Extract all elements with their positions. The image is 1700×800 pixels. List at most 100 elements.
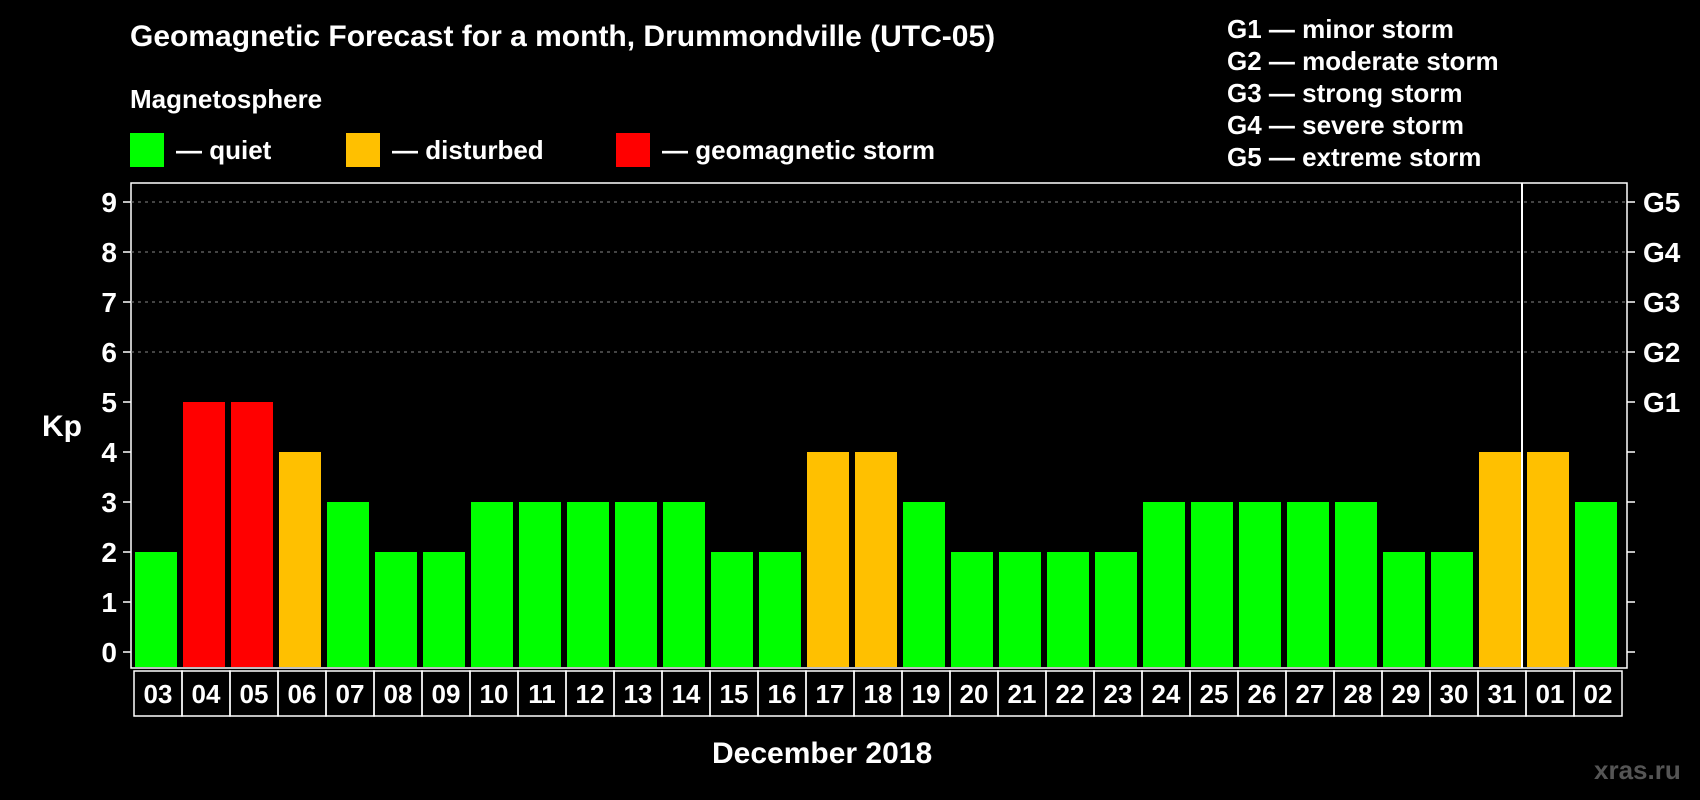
legend-disturbed-swatch: [346, 133, 380, 167]
bar-18: [855, 452, 897, 667]
right-tick-label-g3: G3: [1643, 287, 1680, 318]
x-tick-box-24: [1141, 670, 1191, 717]
legend-quiet-swatch: [130, 133, 164, 167]
x-tick-label-24: 24: [1152, 679, 1181, 709]
legend-storm-swatch: [616, 133, 650, 167]
bar-22: [1047, 552, 1089, 667]
bar-26: [1239, 502, 1281, 667]
x-tick-label-08: 08: [384, 679, 413, 709]
x-tick-box-22: [1045, 670, 1095, 717]
x-tick-label-04: 04: [192, 679, 221, 709]
x-tick-label-07: 07: [336, 679, 365, 709]
bar-09: [423, 552, 465, 667]
right-tick-label-g5: G5: [1643, 187, 1680, 218]
y-tick-label-1: 1: [101, 587, 117, 618]
x-tick-box-17: [805, 670, 855, 717]
x-tick-box-26: [1237, 670, 1287, 717]
x-tick-box-20: [949, 670, 999, 717]
x-tick-box-01: [1525, 670, 1575, 717]
bar-08: [375, 552, 417, 667]
y-tick-label-3: 3: [101, 487, 117, 518]
bar-29: [1383, 552, 1425, 667]
x-tick-box-08: [373, 670, 423, 717]
x-tick-box-02: [1573, 670, 1623, 717]
bar-25: [1191, 502, 1233, 667]
bar-07: [327, 502, 369, 667]
legend-quiet: — quiet: [130, 133, 271, 167]
bar-11: [519, 502, 561, 667]
chart-title: Geomagnetic Forecast for a month, Drummo…: [130, 20, 996, 53]
x-tick-box-05: [229, 670, 279, 717]
x-tick-label-10: 10: [480, 679, 509, 709]
legend-disturbed: — disturbed: [346, 133, 544, 167]
storm-level-g4: G4 — severe storm: [1227, 110, 1465, 140]
storm-level-g1: G1 — minor storm: [1227, 14, 1454, 44]
x-tick-box-09: [421, 670, 471, 717]
x-tick-label-25: 25: [1200, 679, 1229, 709]
legend-disturbed-label: — disturbed: [392, 134, 544, 165]
bar-01: [1527, 452, 1569, 667]
bar-28: [1335, 502, 1377, 667]
bar-16: [759, 552, 801, 667]
x-tick-label-20: 20: [960, 679, 989, 709]
x-tick-label-21: 21: [1008, 679, 1037, 709]
x-tick-label-12: 12: [576, 679, 605, 709]
x-tick-label-01: 01: [1536, 679, 1565, 709]
x-tick-label-05: 05: [240, 679, 269, 709]
x-tick-label-29: 29: [1392, 679, 1421, 709]
x-tick-box-27: [1285, 670, 1335, 717]
x-tick-label-18: 18: [864, 679, 893, 709]
bar-24: [1143, 502, 1185, 667]
x-tick-label-28: 28: [1344, 679, 1373, 709]
x-tick-box-06: [277, 670, 327, 717]
plot-frame: [130, 182, 1628, 669]
bar-14: [663, 502, 705, 667]
x-axis-label: December 2018: [712, 737, 933, 770]
bar-21: [999, 552, 1041, 667]
bar-12: [567, 502, 609, 667]
x-tick-label-17: 17: [816, 679, 845, 709]
x-tick-label-22: 22: [1056, 679, 1085, 709]
bar-23: [1095, 552, 1137, 667]
y-tick-label-5: 5: [101, 387, 117, 418]
x-tick-box-19: [901, 670, 951, 717]
bar-03: [135, 552, 177, 667]
x-tick-box-03: [133, 670, 183, 717]
y-tick-label-0: 0: [101, 637, 117, 668]
x-tick-box-15: [709, 670, 759, 717]
x-tick-box-13: [613, 670, 663, 717]
bar-02: [1575, 502, 1617, 667]
bar-06: [279, 452, 321, 667]
right-tick-label-g4: G4: [1643, 237, 1681, 268]
x-tick-label-02: 02: [1584, 679, 1613, 709]
x-tick-label-26: 26: [1248, 679, 1277, 709]
x-tick-label-13: 13: [624, 679, 653, 709]
y-tick-label-8: 8: [101, 237, 117, 268]
x-tick-box-18: [853, 670, 903, 717]
legend-storm-label: — geomagnetic storm: [662, 134, 936, 165]
right-tick-label-g2: G2: [1643, 337, 1680, 368]
x-tick-box-11: [517, 670, 567, 717]
bar-27: [1287, 502, 1329, 667]
bar-19: [903, 502, 945, 667]
y-tick-label-7: 7: [101, 287, 117, 318]
x-tick-label-19: 19: [912, 679, 941, 709]
bar-05: [231, 402, 273, 667]
storm-level-g2: G2 — moderate storm: [1227, 46, 1499, 76]
x-tick-box-07: [325, 670, 375, 717]
storm-level-g3: G3 — strong storm: [1227, 78, 1463, 108]
x-tick-label-31: 31: [1488, 679, 1517, 709]
magnetosphere-title: Magnetosphere: [130, 84, 323, 114]
right-tick-label-g1: G1: [1643, 387, 1680, 418]
bar-20: [951, 552, 993, 667]
bar-13: [615, 502, 657, 667]
y-tick-label-6: 6: [101, 337, 117, 368]
x-tick-box-04: [181, 670, 231, 717]
x-tick-label-16: 16: [768, 679, 797, 709]
bar-30: [1431, 552, 1473, 667]
x-tick-box-21: [997, 670, 1047, 717]
x-tick-label-06: 06: [288, 679, 317, 709]
x-tick-box-31: [1477, 670, 1527, 717]
bar-10: [471, 502, 513, 667]
x-tick-label-14: 14: [672, 679, 701, 709]
